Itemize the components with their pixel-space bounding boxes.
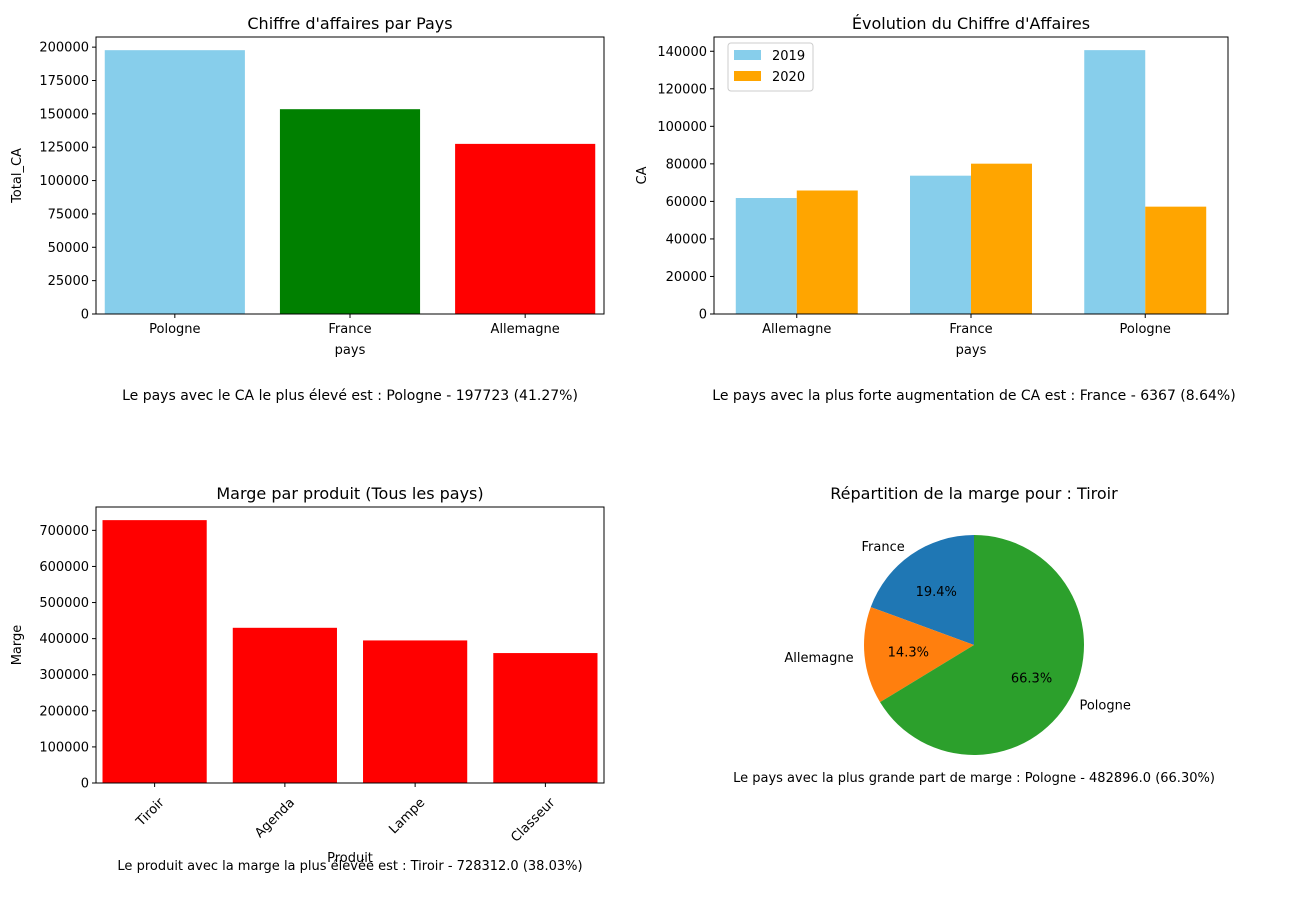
bar-2020-Pologne <box>1145 206 1207 314</box>
legend-label: 2020 <box>772 70 805 85</box>
legend: 2019 2020 <box>727 42 814 92</box>
bar-2019-Pologne <box>1084 50 1146 315</box>
y-tick-label: 120000 <box>657 82 707 97</box>
y-tick-label: 100000 <box>39 740 89 755</box>
bar-Classeur <box>493 653 598 783</box>
bar-2019-France <box>910 175 971 314</box>
pie-pct-label: 66.3% <box>1011 671 1052 686</box>
legend-label: 2019 <box>772 49 805 64</box>
chart-title: Marge par produit (Tous les pays) <box>216 484 483 503</box>
y-tick-label: 500000 <box>39 596 89 611</box>
bar-Tiroir <box>102 520 207 783</box>
legend-swatch-2019 <box>734 50 761 60</box>
y-tick-label: 0 <box>81 777 89 792</box>
y-tick-label: 20000 <box>666 270 707 285</box>
y-tick-label: 60000 <box>666 195 707 210</box>
x-axis-label: pays <box>956 343 987 358</box>
y-tick-label: 200000 <box>39 704 89 719</box>
pie-pct-label: 19.4% <box>916 585 957 600</box>
bar-2019-Allemagne <box>735 198 797 314</box>
x-axis-label: Produit <box>327 851 373 866</box>
y-tick-label: 25000 <box>48 274 89 289</box>
y-tick-label: 150000 <box>39 107 89 122</box>
y-tick-label: 600000 <box>39 560 89 575</box>
y-tick-label: 80000 <box>666 157 707 172</box>
pie-slice-Pologne <box>880 535 1084 755</box>
y-tick-label: 100000 <box>657 120 707 135</box>
bar-Agenda <box>232 627 337 783</box>
x-tick-label: Lampe <box>386 795 428 837</box>
y-tick-label: 175000 <box>39 74 89 89</box>
x-tick-label: Tiroir <box>133 795 168 830</box>
chart-3: 0 100000 200000 300000 400000 500000 600000 700… <box>10 484 605 874</box>
axes-frame <box>95 506 605 784</box>
y-tick-label: 75000 <box>48 207 89 222</box>
chart-title: Chiffre d'affaires par Pays <box>247 14 452 33</box>
x-tick-label: Pologne <box>1120 322 1171 337</box>
pie-label: Pologne <box>1079 698 1130 713</box>
bar-Lampe <box>363 640 468 783</box>
bar-2020-Allemagne <box>796 190 858 314</box>
y-tick-label: 40000 <box>666 232 707 247</box>
y-tick-label: 0 <box>81 308 89 323</box>
chart-caption: Le pays avec le CA le plus élevé est : P… <box>122 388 578 404</box>
pie-slice-Allemagne <box>863 607 974 703</box>
bar-2020-France <box>971 163 1032 314</box>
pie-label: Allemagne <box>784 651 853 666</box>
y-tick-label: 100000 <box>39 174 89 189</box>
x-tick-label: Allemagne <box>762 322 831 337</box>
y-tick-label: 700000 <box>39 524 89 539</box>
y-tick-label: 125000 <box>39 141 89 156</box>
pie-label: France <box>862 540 905 555</box>
y-axis-label: Marge <box>10 625 25 666</box>
x-axis-label: pays <box>335 343 366 358</box>
y-tick-label: 140000 <box>657 45 707 60</box>
chart-title: Répartition de la marge pour : Tiroir <box>830 484 1118 503</box>
x-tick-label: France <box>328 322 371 337</box>
chart-2: 0 20000 40000 60000 80000 100000 120000 140000 A… <box>635 14 1236 404</box>
bar-Allemagne <box>455 143 596 314</box>
x-tick-label: Agenda <box>252 795 298 841</box>
x-tick-label: Classeur <box>508 795 559 846</box>
y-axis-label: Total_CA <box>10 148 25 204</box>
bar-Pologne <box>104 50 245 315</box>
y-axis-label: CA <box>635 166 650 184</box>
bar-France <box>279 109 421 314</box>
chart-title: Évolution du Chiffre d'Affaires <box>852 14 1090 33</box>
y-tick-label: 200000 <box>39 41 89 56</box>
chart-caption: Le pays avec la plus grande part de marg… <box>733 771 1215 786</box>
pie-slice-France <box>870 535 974 645</box>
chart-4: France 19.4% Allemagne 14.3% Pologne 66.3% Rép… <box>733 484 1215 786</box>
y-tick-label: 50000 <box>48 241 89 256</box>
chart-1: 0 25000 50000 75000 100000 125000 150000 175000… <box>10 14 605 404</box>
pie-pct-label: 14.3% <box>888 645 929 660</box>
chart-caption: Le produit avec la marge la plus élevée … <box>117 859 582 874</box>
x-tick-label: France <box>949 322 992 337</box>
y-tick-label: 300000 <box>39 668 89 683</box>
legend-swatch-2020 <box>734 71 761 81</box>
y-tick-label: 0 <box>699 308 707 323</box>
y-tick-label: 400000 <box>39 632 89 647</box>
chart-caption: Le pays avec la plus forte augmentation … <box>712 388 1235 404</box>
x-tick-label: Pologne <box>149 322 200 337</box>
x-tick-label: Allemagne <box>491 322 560 337</box>
